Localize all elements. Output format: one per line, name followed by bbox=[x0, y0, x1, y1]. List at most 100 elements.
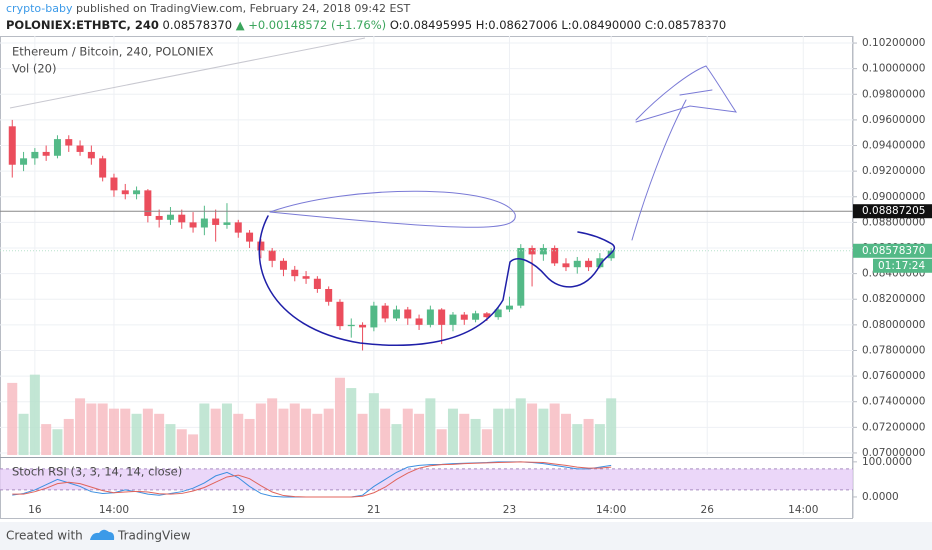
candle-body bbox=[20, 158, 28, 165]
volume-bar bbox=[29, 374, 40, 455]
price-pane-title: Ethereum / Bitcoin, 240, POLONIEX bbox=[12, 45, 214, 59]
candle-body bbox=[65, 139, 73, 146]
volume-bar bbox=[504, 408, 515, 455]
volume-bar bbox=[131, 413, 142, 455]
candle-body bbox=[155, 215, 163, 220]
volume-bar bbox=[391, 424, 402, 455]
volume-bar bbox=[594, 424, 605, 455]
candle-body bbox=[483, 313, 491, 318]
y-tick-label: 0.09800000 bbox=[862, 88, 925, 100]
drawings bbox=[258, 65, 738, 346]
volume-bar bbox=[515, 398, 526, 455]
axes: 16 14:00 19 21 23 14:00 26 14:00 0.10200000 0.100… bbox=[28, 37, 932, 516]
last-price-label: 0.08578370 bbox=[862, 245, 925, 257]
footer-bar bbox=[0, 522, 932, 550]
y-tick-label: 0.10000000 bbox=[862, 63, 925, 75]
candle-body bbox=[144, 190, 152, 216]
volume-bar bbox=[572, 424, 583, 455]
volume-bar bbox=[267, 398, 278, 455]
stoch-pane-title: Stoch RSI (3, 3, 14, 14, close) bbox=[12, 465, 182, 479]
volume-pane bbox=[7, 374, 617, 455]
volume-bar bbox=[380, 408, 391, 455]
volume-bar bbox=[323, 408, 334, 455]
candle-body bbox=[562, 263, 570, 268]
candle-body bbox=[381, 305, 389, 319]
band-fill bbox=[0, 468, 853, 490]
symbol-line: POLONIEX:ETHBTC, 240 0.08578370 ▲ +0.001… bbox=[6, 18, 726, 32]
change: ▲ +0.00148572 (+1.76%) bbox=[236, 18, 386, 32]
last-price-box bbox=[853, 243, 932, 258]
tv-logo bbox=[90, 529, 115, 540]
candle-body bbox=[31, 151, 39, 159]
volume-bar bbox=[154, 413, 165, 455]
volume-bar bbox=[63, 418, 74, 455]
candle-body bbox=[76, 145, 84, 152]
volume-bar bbox=[493, 408, 504, 455]
volume-bar bbox=[199, 403, 210, 455]
candle-body bbox=[302, 276, 310, 279]
candle-body bbox=[246, 232, 254, 242]
y-tick-label: 0.0000 bbox=[862, 491, 899, 503]
hline-label: 0.08887205 bbox=[862, 205, 925, 217]
volume-bar bbox=[436, 429, 447, 455]
x-tick-label: 23 bbox=[503, 504, 516, 516]
candle-body bbox=[87, 151, 95, 159]
y-tick-label: 0.07800000 bbox=[862, 344, 925, 356]
author[interactable]: crypto-baby bbox=[6, 2, 73, 15]
volume-bar bbox=[368, 393, 379, 455]
volume-bar bbox=[606, 398, 617, 455]
candle-body bbox=[449, 314, 457, 325]
x-tick-label: 16 bbox=[28, 504, 42, 516]
countdown-label: 01:17:24 bbox=[878, 260, 925, 272]
volume-bar bbox=[142, 408, 153, 455]
candle-body bbox=[359, 324, 367, 328]
volume-bar bbox=[334, 377, 345, 455]
y-tick-label: 0.08000000 bbox=[862, 319, 925, 331]
header-line: crypto-baby published on TradingView.com… bbox=[6, 2, 410, 15]
candle-body bbox=[110, 177, 118, 191]
volume-bar bbox=[357, 413, 368, 455]
volume-bar bbox=[470, 418, 481, 455]
candle-body bbox=[415, 318, 423, 325]
candle-body bbox=[268, 250, 276, 261]
candle-body bbox=[336, 301, 344, 327]
volume-bar bbox=[210, 408, 221, 455]
volume-bar bbox=[41, 424, 52, 455]
candle-body bbox=[166, 214, 174, 220]
candle-body bbox=[370, 305, 378, 328]
footer-brand[interactable]: TradingView bbox=[117, 529, 191, 543]
candle-body bbox=[133, 190, 141, 195]
candle-body bbox=[223, 222, 231, 225]
arrow-drawing bbox=[631, 65, 738, 241]
volume-bar bbox=[583, 418, 594, 455]
y-tick-label: 0.09000000 bbox=[862, 191, 925, 203]
byline: published on TradingView.com, February 2… bbox=[76, 2, 410, 15]
volume-bar bbox=[560, 413, 571, 455]
volume-bar bbox=[7, 382, 18, 455]
volume-bar bbox=[18, 413, 29, 455]
candle-body bbox=[99, 158, 107, 178]
candle-body bbox=[200, 218, 208, 228]
x-tick-label: 26 bbox=[701, 504, 715, 516]
y-tick-label: 0.09600000 bbox=[862, 114, 925, 126]
y-tick-label: 100.0000 bbox=[862, 456, 912, 468]
y-tick-label: 0.10200000 bbox=[862, 37, 925, 49]
volume-bar bbox=[255, 403, 266, 455]
candle-body bbox=[528, 247, 536, 255]
candle-body bbox=[53, 139, 61, 156]
candle-body bbox=[234, 222, 242, 233]
y-tick-label: 0.07600000 bbox=[862, 370, 925, 382]
stoch-line bbox=[12, 461, 612, 498]
stoch-pane bbox=[0, 461, 853, 498]
volume-bar bbox=[414, 413, 425, 455]
volume-bar bbox=[289, 403, 300, 455]
price: 0.08578370 bbox=[163, 18, 233, 32]
candle-body bbox=[585, 260, 593, 268]
volume-bar bbox=[75, 398, 86, 455]
volume-bar bbox=[278, 408, 289, 455]
volume-bar bbox=[120, 408, 131, 455]
hline-label-box bbox=[853, 204, 932, 219]
volume-bar bbox=[188, 434, 199, 455]
